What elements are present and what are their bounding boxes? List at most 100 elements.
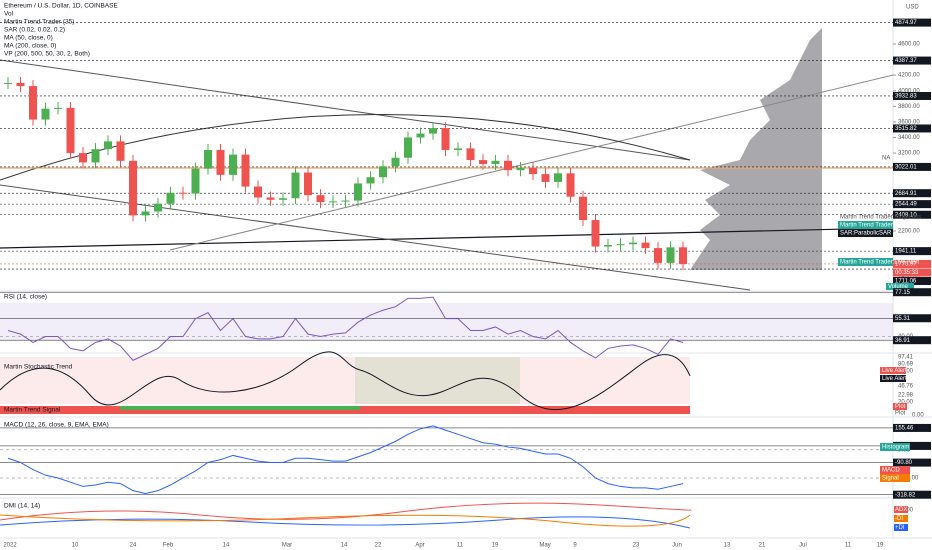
volume-tag-bg: [886, 283, 914, 290]
indicator-line: [7, 296, 684, 361]
candle-body: [454, 148, 462, 150]
y-tick-label: 4200.00: [898, 73, 920, 79]
symbol: Ethereum / U.S. Dollar, 1D, COINBASE: [4, 3, 118, 10]
candle-body: [404, 137, 412, 158]
indicator-line: [7, 425, 684, 494]
candle-body: [266, 197, 275, 200]
candle-body: [141, 211, 150, 216]
y-tick-label: 4600.00: [898, 42, 920, 48]
level-label-bg: [893, 336, 931, 345]
x-tick-label: 11: [457, 543, 464, 549]
pane-title: Martin Trend Signal: [4, 407, 61, 414]
price-level-label-bg: [893, 189, 931, 198]
legend-item: VP (200, 500, 50, 30, 2, Both): [4, 51, 90, 58]
dmi-plus: [0, 516, 691, 529]
candle-body: [629, 242, 637, 245]
plot-label: Plot: [895, 411, 906, 417]
candle-body: [529, 167, 537, 175]
candle-body: [466, 148, 475, 161]
x-tick-label: 2022: [3, 543, 17, 549]
price-level-label-bg: [893, 18, 931, 27]
indicator-tag: Martin Trend Trader:Trend Line: [840, 223, 923, 229]
stoch-bg: [0, 357, 690, 404]
tag-bg: [880, 474, 910, 482]
alert-tag: Live Alert: [882, 368, 907, 374]
currency: USD: [906, 5, 919, 11]
volume-profile: [690, 28, 822, 270]
stoch-label: 97.41: [898, 355, 914, 361]
candle-body: [154, 203, 162, 212]
candle-body: [366, 177, 375, 184]
level-label-bg: [893, 458, 931, 467]
candle-body: [29, 86, 37, 120]
candle-body: [279, 198, 287, 200]
plot-tag: Plot: [895, 404, 906, 410]
y-tick-label: 3400.00: [898, 135, 920, 141]
indicator-tag: SAR:ParabolicSAR: [840, 231, 892, 237]
alert-bg: [880, 375, 906, 382]
level-label-bg: [893, 490, 931, 499]
candle-body: [216, 149, 225, 175]
stoch-line: [0, 351, 691, 411]
level-label-bg: [893, 288, 931, 297]
y-tick-label: 2200.00: [898, 229, 920, 235]
candle-body: [616, 244, 625, 246]
countdown-bg: [893, 268, 931, 277]
legend-item: Vol: [4, 11, 14, 18]
price-level-label-bg: [893, 276, 931, 285]
plot-bg: [893, 403, 907, 410]
price-level-label: 2684.91: [895, 191, 917, 197]
price-level-label: 1941.11: [895, 249, 917, 255]
price-level-label-bg: [893, 200, 931, 209]
pane-title: Martin Stochastic Trend: [4, 364, 73, 371]
price-level-label-bg: [893, 56, 931, 65]
candle-body: [491, 160, 500, 164]
stoch-label: 46.76: [898, 384, 914, 390]
tag-bg: [838, 221, 893, 229]
tag-bg: [880, 466, 910, 474]
x-tick-label: 24: [130, 543, 137, 549]
candle-body: [541, 174, 550, 182]
candle-body: [41, 108, 50, 120]
x-tick-label: 21: [759, 543, 766, 549]
candle-body: [341, 200, 350, 202]
x-tick-label: 11: [845, 543, 852, 549]
price-level-label: 3515.82: [895, 126, 917, 132]
pane-title: DMI (14, 14): [4, 503, 40, 510]
price-level-label: 1775.97: [895, 262, 917, 268]
candle-body: [666, 247, 675, 263]
candle-body: [329, 201, 337, 203]
level-label: -318.82: [895, 492, 916, 498]
x-tick-label: 23: [633, 543, 640, 549]
candle-body: [166, 192, 175, 204]
rsi-band: [0, 303, 893, 340]
x-tick-label: 9: [573, 543, 577, 549]
alert-tag: Live Alert: [882, 376, 907, 382]
price-level-label: 3932.83: [895, 94, 917, 100]
dmi-tag-bg: [894, 506, 908, 513]
price-level-label-bg: [893, 124, 931, 133]
candle-body: [554, 173, 562, 182]
na-label: NA: [882, 156, 890, 162]
stoch-label: 80.69: [898, 362, 914, 368]
dmi-tag-bg: [894, 515, 908, 522]
candle-body: [54, 107, 62, 109]
candle-body: [79, 153, 87, 163]
candle-body: [429, 128, 437, 134]
x-tick-label: 10: [72, 543, 79, 549]
candle-body: [116, 141, 125, 161]
indicator-tag: Martin Trend Trader:Stop Loss: [840, 215, 921, 221]
trend-line: [169, 74, 894, 251]
legend-item: MA (50, close, 0): [4, 35, 53, 42]
level-label-bg: [893, 314, 931, 323]
candle-body: [129, 160, 137, 216]
stoch-label: 22.98: [898, 393, 914, 399]
candle-body: [4, 82, 12, 84]
candle-body: [379, 166, 387, 178]
candle-body: [91, 149, 100, 163]
x-tick-label: 19: [877, 543, 884, 549]
price-level-label-bg: [893, 210, 931, 219]
x-tick-label: May: [539, 543, 550, 549]
price-level-label-bg: [893, 162, 931, 171]
